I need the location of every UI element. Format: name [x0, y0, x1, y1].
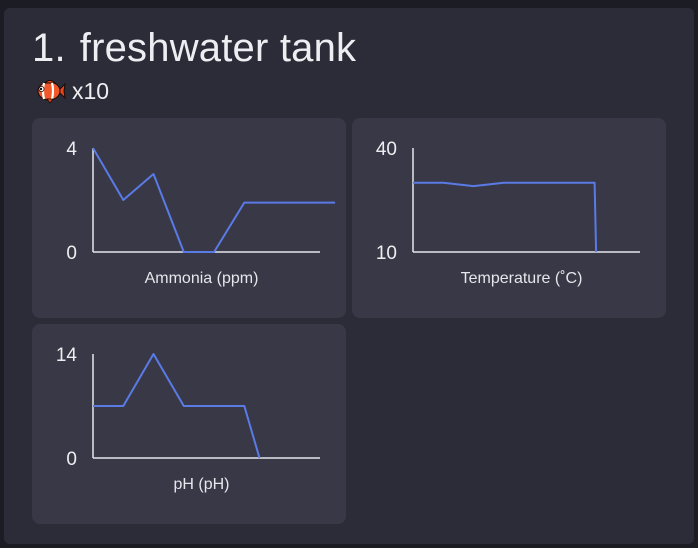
ammonia-chart: 4 0 Ammonia (ppm) [66, 139, 336, 287]
clownfish-icon [36, 78, 66, 104]
ph-chart-card: 14 0 pH (pH) [32, 324, 346, 524]
y-tick-max: 4 [66, 139, 77, 160]
y-tick-max: 14 [56, 345, 78, 366]
y-tick-min: 0 [66, 449, 77, 470]
ph-chart: 14 0 pH (pH) [56, 345, 320, 493]
temperature-chart-card: 40 10 Temperature (˚C) [352, 118, 666, 318]
temperature-axis-label: Temperature (˚C) [461, 270, 583, 287]
tank-number: 1. [32, 26, 66, 70]
temperature-chart: 40 10 Temperature (˚C) [376, 139, 640, 287]
ammonia-series-line [92, 147, 336, 253]
tank-title: 1. freshwater tank [32, 24, 356, 72]
ph-axis-label: pH (pH) [173, 476, 229, 493]
fish-summary: x10 [36, 76, 109, 106]
y-tick-min: 0 [66, 243, 77, 264]
y-tick-min: 10 [376, 243, 397, 264]
ph-series-line [93, 353, 261, 459]
ammonia-axis-label: Ammonia (ppm) [145, 270, 259, 287]
y-tick-max: 40 [376, 139, 397, 160]
tank-name: freshwater tank [79, 26, 357, 70]
temperature-series-line [413, 181, 598, 253]
fish-count: x10 [72, 77, 110, 104]
ammonia-chart-card: 4 0 Ammonia (ppm) [32, 118, 346, 318]
